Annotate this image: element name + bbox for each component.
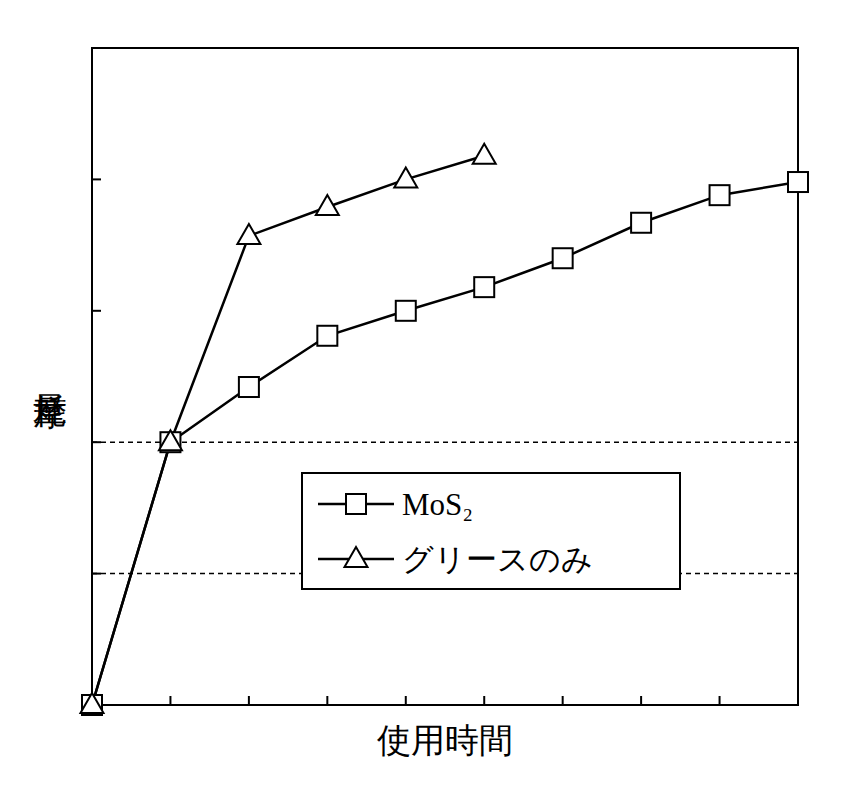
data-point <box>316 195 339 215</box>
data-point <box>394 167 417 187</box>
x-tick <box>483 696 485 705</box>
markers <box>81 144 809 715</box>
y-tick <box>92 178 101 180</box>
data-point <box>237 224 260 244</box>
series-line <box>92 156 484 705</box>
y-tick <box>92 573 101 575</box>
data-point <box>317 326 337 346</box>
data-point <box>159 430 182 450</box>
x-tick <box>562 696 564 705</box>
legend-marker <box>346 494 366 514</box>
reference-line <box>92 441 798 443</box>
y-axis-label: 摩耗量 <box>33 394 66 430</box>
lines <box>92 156 798 705</box>
data-point <box>788 172 808 192</box>
data-point <box>473 144 496 164</box>
plot-frame <box>92 48 798 705</box>
chart: 使用時間 摩耗量 MoS₂ グリースのみ <box>0 0 853 786</box>
x-tick <box>719 696 721 705</box>
legend-label: MoS₂ <box>402 487 473 522</box>
legend: MoS₂ グリースのみ <box>302 473 680 589</box>
x-tick <box>405 696 407 705</box>
y-tick <box>92 310 101 312</box>
y-tick <box>92 441 101 443</box>
data-point <box>81 693 104 713</box>
data-point <box>239 377 259 397</box>
x-tick <box>326 696 328 705</box>
x-axis-label: 使用時間 <box>377 720 513 760</box>
legend-marker <box>345 547 368 567</box>
data-point <box>474 277 494 297</box>
series-line <box>92 182 798 705</box>
data-point <box>553 248 573 268</box>
x-tick <box>640 696 642 705</box>
data-point <box>710 185 730 205</box>
data-point <box>396 301 416 321</box>
legend-box <box>302 473 680 589</box>
data-point <box>631 213 651 233</box>
x-tick <box>248 696 250 705</box>
x-tick <box>169 696 171 705</box>
legend-label: グリースのみ <box>402 541 593 577</box>
